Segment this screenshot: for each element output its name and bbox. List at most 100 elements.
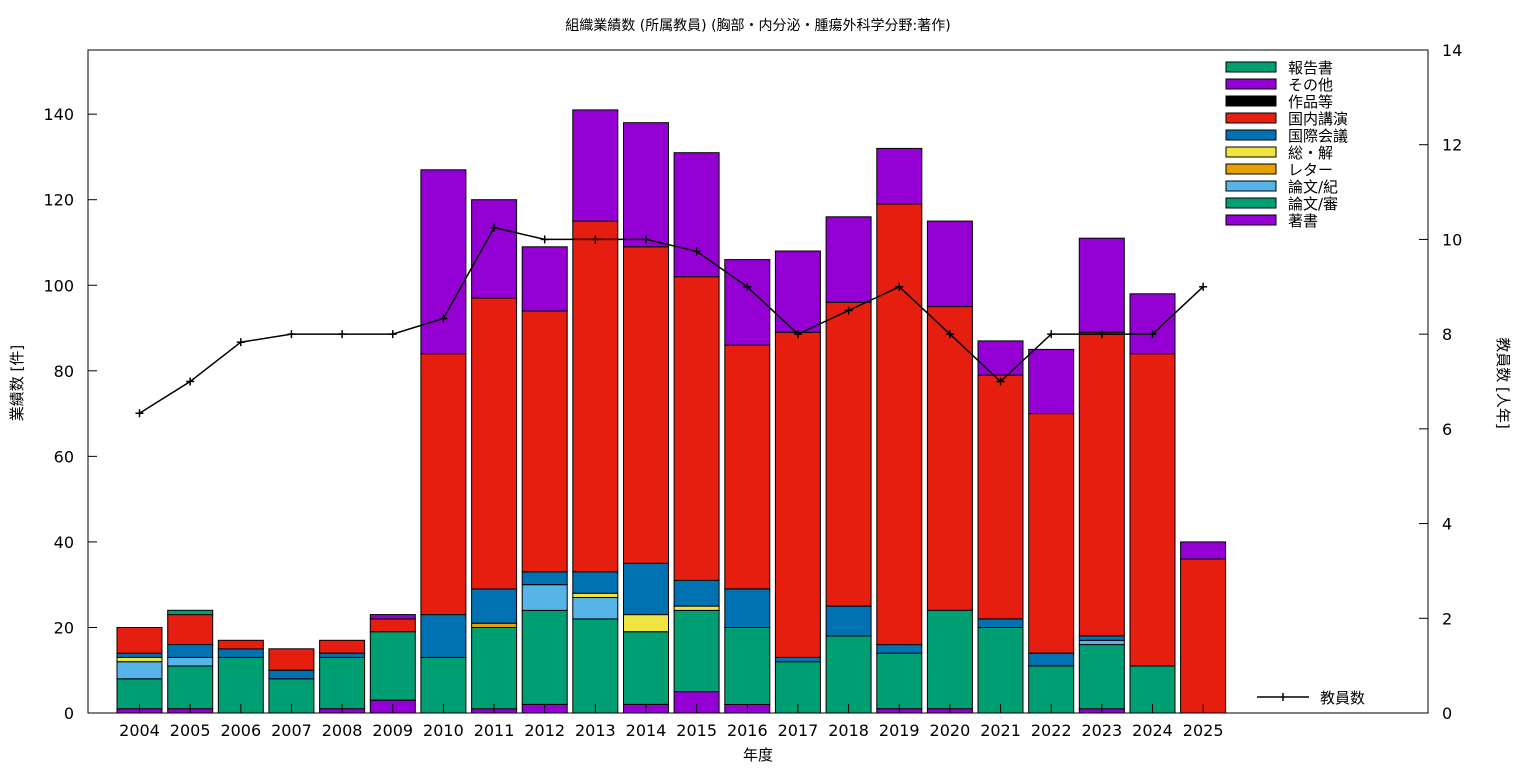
- bar-segment: [977, 618, 1024, 629]
- bar-segment: [1028, 652, 1075, 667]
- x-tick-label: 2008: [322, 721, 363, 740]
- legend-label: 作品等: [1288, 93, 1333, 111]
- bar-segment: [319, 652, 366, 658]
- bar-segment: [116, 656, 163, 663]
- legend-label: その他: [1288, 76, 1333, 94]
- bar-segment: [876, 652, 923, 710]
- staff-count-point: [642, 235, 650, 244]
- chart-title: 組織業績数 (所属教員) (胸部・内分泌・腫瘍外科学分野:著作): [565, 17, 950, 34]
- staff-count-point: [439, 314, 448, 323]
- staff-count-point: [844, 306, 853, 315]
- bar-segment: [876, 644, 923, 654]
- bar-segment: [926, 306, 973, 611]
- staff-count-point: [236, 338, 245, 347]
- bar-segment: [572, 109, 619, 222]
- y-tick-label: 100: [43, 276, 74, 295]
- bar-segment: [369, 618, 416, 633]
- legend-label: 国内講演: [1288, 110, 1348, 128]
- legend-swatch: [1225, 129, 1277, 141]
- bar-segment: [623, 122, 669, 248]
- bar-segment: [572, 220, 619, 573]
- legend-label: レター: [1288, 161, 1333, 179]
- bar-segment: [977, 374, 1024, 620]
- x-tick-label: 2012: [524, 721, 565, 740]
- bar-segment: [724, 259, 771, 346]
- staff-count-point: [490, 223, 499, 232]
- y2-tick-label: 14: [1442, 41, 1462, 60]
- bar-segment: [420, 614, 467, 658]
- legend-label: 論文/紀: [1288, 178, 1338, 196]
- x-axis-label: 年度: [743, 746, 773, 764]
- y-tick-label: 60: [54, 447, 74, 466]
- legend-label: 論文/審: [1288, 195, 1338, 213]
- bar-segment: [774, 331, 821, 658]
- bar-segment: [167, 665, 214, 710]
- bar-segment: [825, 605, 872, 637]
- y-tick-label: 120: [43, 191, 74, 210]
- bar-segment: [673, 276, 720, 581]
- staff-count-point: [743, 282, 752, 291]
- bar-segment: [521, 310, 568, 573]
- bar-segment: [116, 661, 163, 680]
- bar-segment: [1180, 541, 1227, 560]
- bar-segment: [471, 627, 518, 710]
- bar-segment: [572, 592, 619, 599]
- bar-segment: [623, 631, 669, 705]
- bar-segment: [623, 614, 669, 633]
- legend-swatch: [1225, 61, 1277, 73]
- legend-swatch: [1225, 214, 1277, 226]
- staff-count-point: [1047, 330, 1056, 339]
- x-tick-label: 2006: [220, 721, 261, 740]
- bar-segment: [521, 246, 568, 312]
- staff-count-point: [186, 377, 195, 386]
- staff-count-point: [996, 377, 1005, 386]
- x-tick-label: 2015: [676, 721, 717, 740]
- x-tick-label: 2025: [1183, 721, 1224, 740]
- staff-count-point: [388, 330, 397, 339]
- bar-segment: [1180, 558, 1227, 714]
- bar-segment: [926, 609, 973, 710]
- x-tick-label: 2011: [474, 721, 515, 740]
- bar-segment: [116, 627, 163, 654]
- bar-segment: [1078, 639, 1125, 646]
- x-tick-label: 2022: [1031, 721, 1072, 740]
- bar-segment: [369, 631, 416, 701]
- y-tick-label: 80: [54, 362, 74, 381]
- bar-segment: [724, 627, 771, 705]
- y2-tick-label: 10: [1442, 230, 1462, 249]
- bar-segment: [673, 609, 720, 693]
- x-tick-label: 2016: [727, 721, 768, 740]
- bar-segment: [420, 169, 467, 355]
- y-axis-label: 業績数 [件]: [8, 345, 26, 421]
- bar-segment: [521, 571, 568, 586]
- x-tick-label: 2007: [271, 721, 312, 740]
- bar-segment: [724, 588, 771, 628]
- legend-swatch: [1225, 112, 1277, 124]
- bar-segment: [471, 622, 518, 629]
- bar-segment: [876, 203, 923, 646]
- staff-count-line: [139, 226, 1204, 414]
- y-tick-label: 20: [54, 618, 74, 637]
- line-group: [135, 223, 1208, 418]
- x-tick-label: 2019: [879, 721, 920, 740]
- y2-tick-label: 0: [1442, 704, 1452, 723]
- staff-count-point: [338, 330, 347, 339]
- bar-segment: [167, 614, 214, 645]
- y2-tick-label: 8: [1442, 325, 1452, 344]
- bar-segment: [167, 644, 214, 658]
- y2-axis-label: 教員数 [人年]: [1494, 337, 1512, 428]
- staff-count-point: [591, 235, 600, 244]
- staff-count-point: [945, 330, 954, 339]
- bar-segment: [116, 652, 163, 658]
- bar-segment: [673, 605, 720, 611]
- staff-count-point: [1148, 330, 1157, 339]
- legend-swatch: [1225, 197, 1277, 209]
- bar-segment: [825, 301, 872, 607]
- staff-count-point: [1097, 330, 1106, 339]
- bar-segment: [673, 579, 720, 607]
- staff-count-point: [1199, 282, 1208, 291]
- bar-segment: [217, 648, 264, 658]
- x-tick-label: 2010: [423, 721, 464, 740]
- bar-segment: [521, 584, 568, 611]
